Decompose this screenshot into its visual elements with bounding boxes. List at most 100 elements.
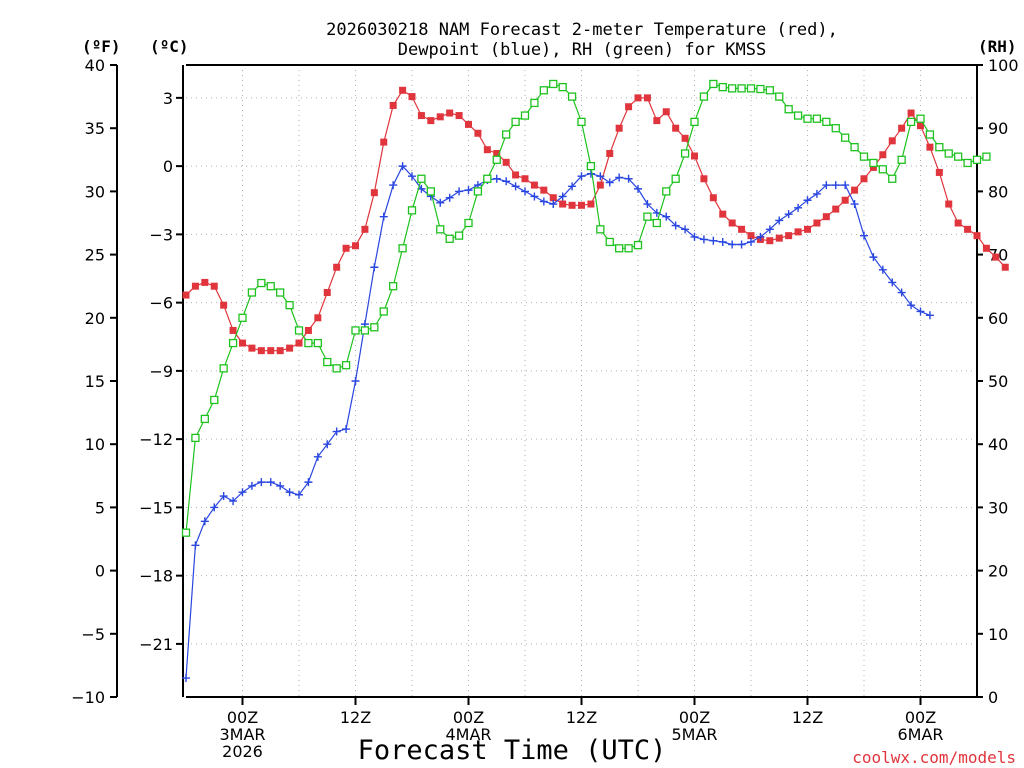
dewpoint-point	[615, 173, 624, 182]
temperature-point	[408, 93, 416, 101]
x-tick-label: 12Z	[792, 708, 823, 727]
rh-point	[954, 152, 963, 161]
temperature-point	[681, 134, 689, 142]
rh-point	[765, 86, 774, 95]
rh-point	[897, 155, 906, 164]
rh-tick-label: 0	[988, 688, 998, 707]
temperature-point	[568, 201, 576, 209]
celsius-tick-label: −21	[139, 635, 173, 654]
rh-point	[492, 155, 501, 164]
x-tick-label: 00Z	[453, 708, 484, 727]
rh-point	[718, 82, 727, 92]
dewpoint-point	[831, 181, 840, 190]
rh-point	[407, 206, 417, 215]
rh-point	[549, 79, 558, 89]
dewpoint-point	[445, 193, 454, 202]
rh-point	[615, 244, 624, 253]
rh-point	[652, 218, 661, 228]
rh-point	[982, 152, 991, 161]
rh-point	[370, 323, 379, 332]
rh-point	[502, 130, 511, 139]
rh-point	[210, 395, 219, 405]
rh-point	[709, 79, 718, 89]
temperature-point	[342, 244, 350, 252]
rh-point	[972, 155, 982, 164]
rh-tick-label: 40	[988, 435, 1008, 454]
rh-point	[793, 111, 803, 120]
x-tick-label: 4MAR	[445, 725, 491, 744]
temperature-point	[493, 149, 501, 157]
rh-point	[464, 218, 473, 228]
rh-series	[181, 79, 991, 537]
temperature-point	[766, 237, 774, 245]
temperature-point	[276, 347, 284, 355]
temperature-point	[954, 219, 962, 227]
rh-point	[662, 187, 671, 196]
temperature-point	[775, 234, 783, 242]
dewpoint-point	[342, 425, 351, 434]
temperature-point	[992, 253, 1000, 261]
dewpoint-point	[878, 265, 887, 274]
dewpoint-point	[699, 235, 708, 244]
dewpoint-point	[812, 189, 821, 198]
rh-tick-label: 60	[988, 309, 1008, 328]
dewpoint-point	[257, 478, 266, 487]
dewpoint-point	[568, 182, 577, 191]
dewpoint-point	[521, 187, 529, 196]
grid-lines	[186, 65, 977, 697]
rh-point	[812, 114, 822, 123]
temperature-point	[286, 344, 294, 352]
rh-point	[228, 338, 238, 348]
dewpoint-point	[577, 172, 586, 181]
rh-point	[266, 282, 275, 291]
temperature-point	[182, 291, 190, 299]
celsius-tick-label: 0	[163, 157, 173, 176]
dewpoint-point	[860, 231, 868, 240]
temperature-point	[587, 200, 595, 208]
dewpoint-point	[464, 186, 473, 195]
rh-point	[775, 92, 784, 101]
fahrenheit-tick-label: 40	[85, 56, 105, 75]
temperature-point	[248, 344, 256, 352]
dewpoint-point	[191, 541, 200, 550]
temperature-point	[512, 171, 520, 179]
rh-point	[473, 187, 483, 196]
dewpoint-point	[182, 674, 190, 683]
temperature-point	[945, 200, 953, 208]
dewpoint-point	[530, 192, 539, 201]
rh-point	[690, 117, 699, 127]
temperature-point	[625, 103, 633, 111]
fahrenheit-tick-label: 30	[85, 182, 105, 201]
temperature-point	[201, 278, 209, 286]
rh-point	[906, 117, 916, 127]
rh-point	[454, 231, 464, 240]
dewpoint-point	[850, 200, 859, 209]
temperature-point	[1001, 263, 1009, 271]
temperature-point	[314, 314, 322, 322]
dewpoint-point	[690, 232, 699, 241]
x-tick-label: 00Z	[227, 708, 258, 727]
dewpoint-point	[229, 497, 238, 506]
dewpoint-point	[624, 174, 633, 183]
unit-label-rh: (RH)	[978, 37, 1017, 56]
temperature-point	[822, 213, 830, 221]
rh-point	[671, 174, 680, 183]
temperature-point	[615, 124, 623, 132]
rh-point	[332, 364, 341, 373]
rh-point	[643, 212, 652, 221]
temperature-point	[606, 149, 614, 157]
temperature-point	[559, 200, 567, 208]
dewpoint-point	[605, 178, 614, 187]
celsius-tick-label: 3	[163, 89, 173, 108]
fahrenheit-tick-label: 35	[85, 119, 105, 138]
rh-point	[746, 84, 756, 93]
x-tick-label: 6MAR	[897, 725, 943, 744]
temperature-point	[446, 109, 454, 117]
dewpoint-point	[539, 197, 548, 206]
temperature-series	[182, 86, 1009, 355]
fahrenheit-tick-label: −5	[81, 625, 105, 644]
dewpoint-point	[784, 210, 793, 219]
dewpoint-point	[219, 492, 228, 501]
rh-point	[737, 84, 746, 93]
dewpoint-point	[266, 478, 275, 487]
